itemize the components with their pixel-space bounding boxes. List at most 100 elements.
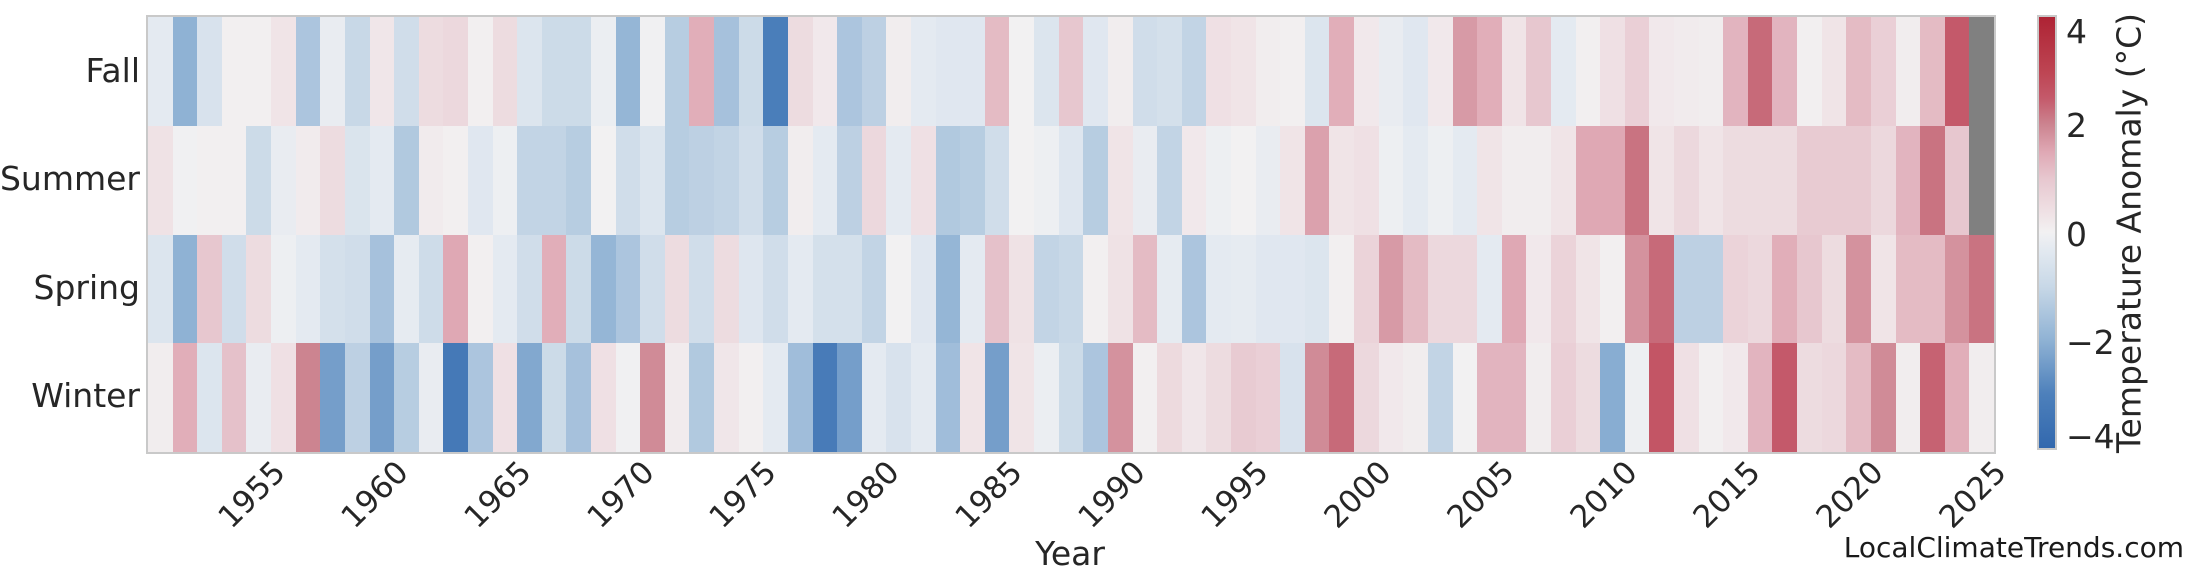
heatmap-cell (1452, 343, 1478, 452)
heatmap-cell (246, 343, 272, 452)
heatmap-cell (1526, 343, 1551, 452)
colorbar-tick-label: 0 (2066, 215, 2087, 254)
heatmap-cell (960, 343, 985, 452)
heatmap-cell (664, 125, 690, 235)
heatmap-cell (1526, 125, 1551, 235)
heatmap-cell (1575, 343, 1601, 452)
heatmap-cell (1034, 17, 1059, 126)
heatmap-cell (1501, 17, 1527, 126)
heatmap-cell (320, 234, 345, 344)
heatmap-cell (197, 343, 222, 452)
heatmap-cell (1230, 234, 1256, 344)
heatmap-cell (861, 234, 887, 344)
heatmap-cell (517, 17, 542, 126)
colorbar-tick-label: −4 (2066, 417, 2115, 456)
heatmap-cell (1969, 343, 1994, 452)
heatmap-cell (344, 343, 370, 452)
heatmap-cell (1132, 343, 1158, 452)
heatmap-cell (148, 17, 173, 126)
heatmap-cell (1230, 125, 1256, 235)
heatmap-cell (1797, 343, 1822, 452)
heatmap-cell (221, 343, 247, 452)
heatmap-cell (1920, 343, 1945, 452)
heatmap-cell (1772, 17, 1798, 126)
heatmap-cell (1157, 125, 1182, 235)
heatmap-cell (1304, 125, 1330, 235)
heatmap-cell (295, 125, 321, 235)
heatmap-cell (640, 343, 665, 452)
heatmap-cell (1649, 17, 1675, 126)
row-label: Spring (33, 268, 141, 307)
heatmap-cell (689, 234, 715, 344)
heatmap-cell (172, 125, 198, 235)
heatmap-cell (541, 343, 567, 452)
heatmap-cell (1600, 343, 1625, 452)
heatmap-cell (1846, 234, 1871, 344)
heatmap-cell (1107, 234, 1133, 344)
heatmap-cell (1895, 234, 1921, 344)
heatmap-cell (1034, 234, 1059, 344)
heatmap-cell (566, 234, 592, 344)
heatmap-cell (1058, 343, 1084, 452)
heatmap-cell (1600, 17, 1625, 126)
heatmap-cell (984, 234, 1010, 344)
heatmap-cell (1674, 125, 1699, 235)
heatmap-cell (1747, 125, 1773, 235)
heatmap-cell (246, 17, 272, 126)
heatmap-cell (1427, 234, 1453, 344)
heatmap-cell (1107, 343, 1133, 452)
x-tick-label: 1995 (1194, 454, 1276, 536)
heatmap-cell (1009, 343, 1035, 452)
heatmap-missing-cell (1969, 125, 1994, 235)
heatmap-cell (1772, 343, 1798, 452)
heatmap-cell (172, 234, 198, 344)
heatmap-cell (492, 234, 518, 344)
heatmap-cell (1452, 17, 1478, 126)
heatmap-cell (517, 125, 542, 235)
heatmap-cell (935, 17, 961, 126)
heatmap-cell (1009, 234, 1035, 344)
heatmap-cell (1895, 125, 1921, 235)
heatmap-cell (1403, 17, 1428, 126)
x-tick-label: 1960 (334, 454, 416, 536)
heatmap-cell (615, 125, 641, 235)
heatmap-cell (738, 125, 764, 235)
heatmap-cell (1846, 343, 1871, 452)
heatmap-cell (1132, 17, 1158, 126)
heatmap-cell (1723, 343, 1748, 452)
heatmap-cell (1452, 234, 1478, 344)
heatmap-cell (418, 125, 444, 235)
heatmap-cell (1575, 125, 1601, 235)
heatmap-cell (1550, 234, 1576, 344)
heatmap-cell (1600, 125, 1625, 235)
row-label: Winter (31, 376, 140, 415)
colorbar-tick-label: −2 (2066, 323, 2115, 362)
heatmap-cell (541, 17, 567, 126)
x-tick-label: 1975 (702, 454, 785, 536)
colorbar-tick-label: 2 (2066, 106, 2087, 145)
heatmap-cell (1674, 17, 1699, 126)
heatmap-missing-cell (1969, 17, 1994, 126)
heatmap-cell (1624, 125, 1650, 235)
heatmap-cell (1649, 343, 1675, 452)
heatmap-cell (443, 17, 468, 126)
heatmap-cell (271, 17, 296, 126)
heatmap-cell (492, 343, 518, 452)
heatmap-cell (1477, 17, 1502, 126)
heatmap-cell (689, 125, 715, 235)
heatmap-cell (1797, 234, 1822, 344)
heatmap-cell (911, 125, 936, 235)
heatmap-cell (148, 125, 173, 235)
heatmap-cell (1403, 234, 1428, 344)
heatmap-cell (664, 343, 690, 452)
heatmap-cell (1501, 125, 1527, 235)
heatmap-cell (714, 234, 739, 344)
heatmap-cell (1230, 343, 1256, 452)
heatmap-cell (1354, 125, 1379, 235)
heatmap-cell (1009, 125, 1035, 235)
heatmap-cell (1329, 17, 1355, 126)
heatmap-cell (1649, 125, 1675, 235)
heatmap-cell (689, 17, 715, 126)
heatmap-cell (861, 343, 887, 452)
heatmap-cell (1747, 343, 1773, 452)
